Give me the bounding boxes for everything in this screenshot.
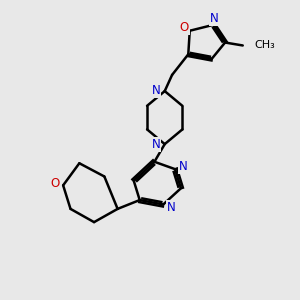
Text: N: N — [209, 12, 218, 25]
Text: N: N — [152, 138, 160, 151]
Text: CH₃: CH₃ — [254, 40, 275, 50]
Text: N: N — [179, 160, 188, 173]
Text: O: O — [50, 177, 59, 190]
Text: N: N — [152, 84, 160, 97]
Text: N: N — [167, 201, 176, 214]
Text: O: O — [180, 21, 189, 34]
